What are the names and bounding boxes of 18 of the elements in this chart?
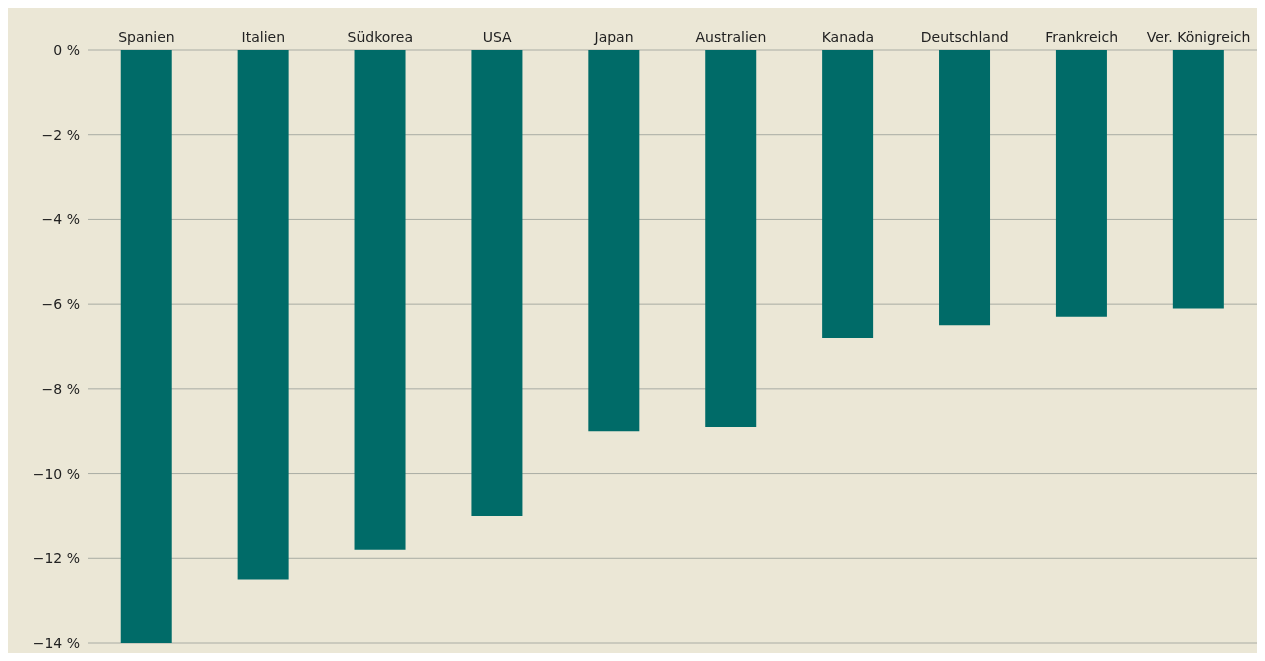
x-tick-label: Spanien [118, 29, 175, 45]
x-tick-label: Japan [593, 29, 634, 45]
x-tick-label: Kanada [821, 29, 875, 45]
y-tick-label: −4 % [41, 211, 80, 228]
x-tick-label: Ver. Königreich [1146, 29, 1251, 45]
x-tick-label: USA [482, 29, 513, 45]
x-tick-label: Deutschland [920, 29, 1009, 45]
y-tick-label: −10 % [32, 465, 80, 482]
x-tick-label: Australien [695, 29, 767, 45]
y-tick-label: −2 % [41, 126, 80, 143]
y-tick-label: 0 % [53, 41, 80, 58]
x-tick-label: Südkorea [347, 29, 413, 45]
y-tick-label: −14 % [32, 634, 80, 651]
y-tick-label: −6 % [41, 296, 80, 313]
y-tick-label: −12 % [32, 550, 80, 567]
y-tick-label: −8 % [41, 380, 80, 397]
x-tick-label: Frankreich [1045, 29, 1119, 45]
x-tick-label: Italien [241, 29, 286, 45]
